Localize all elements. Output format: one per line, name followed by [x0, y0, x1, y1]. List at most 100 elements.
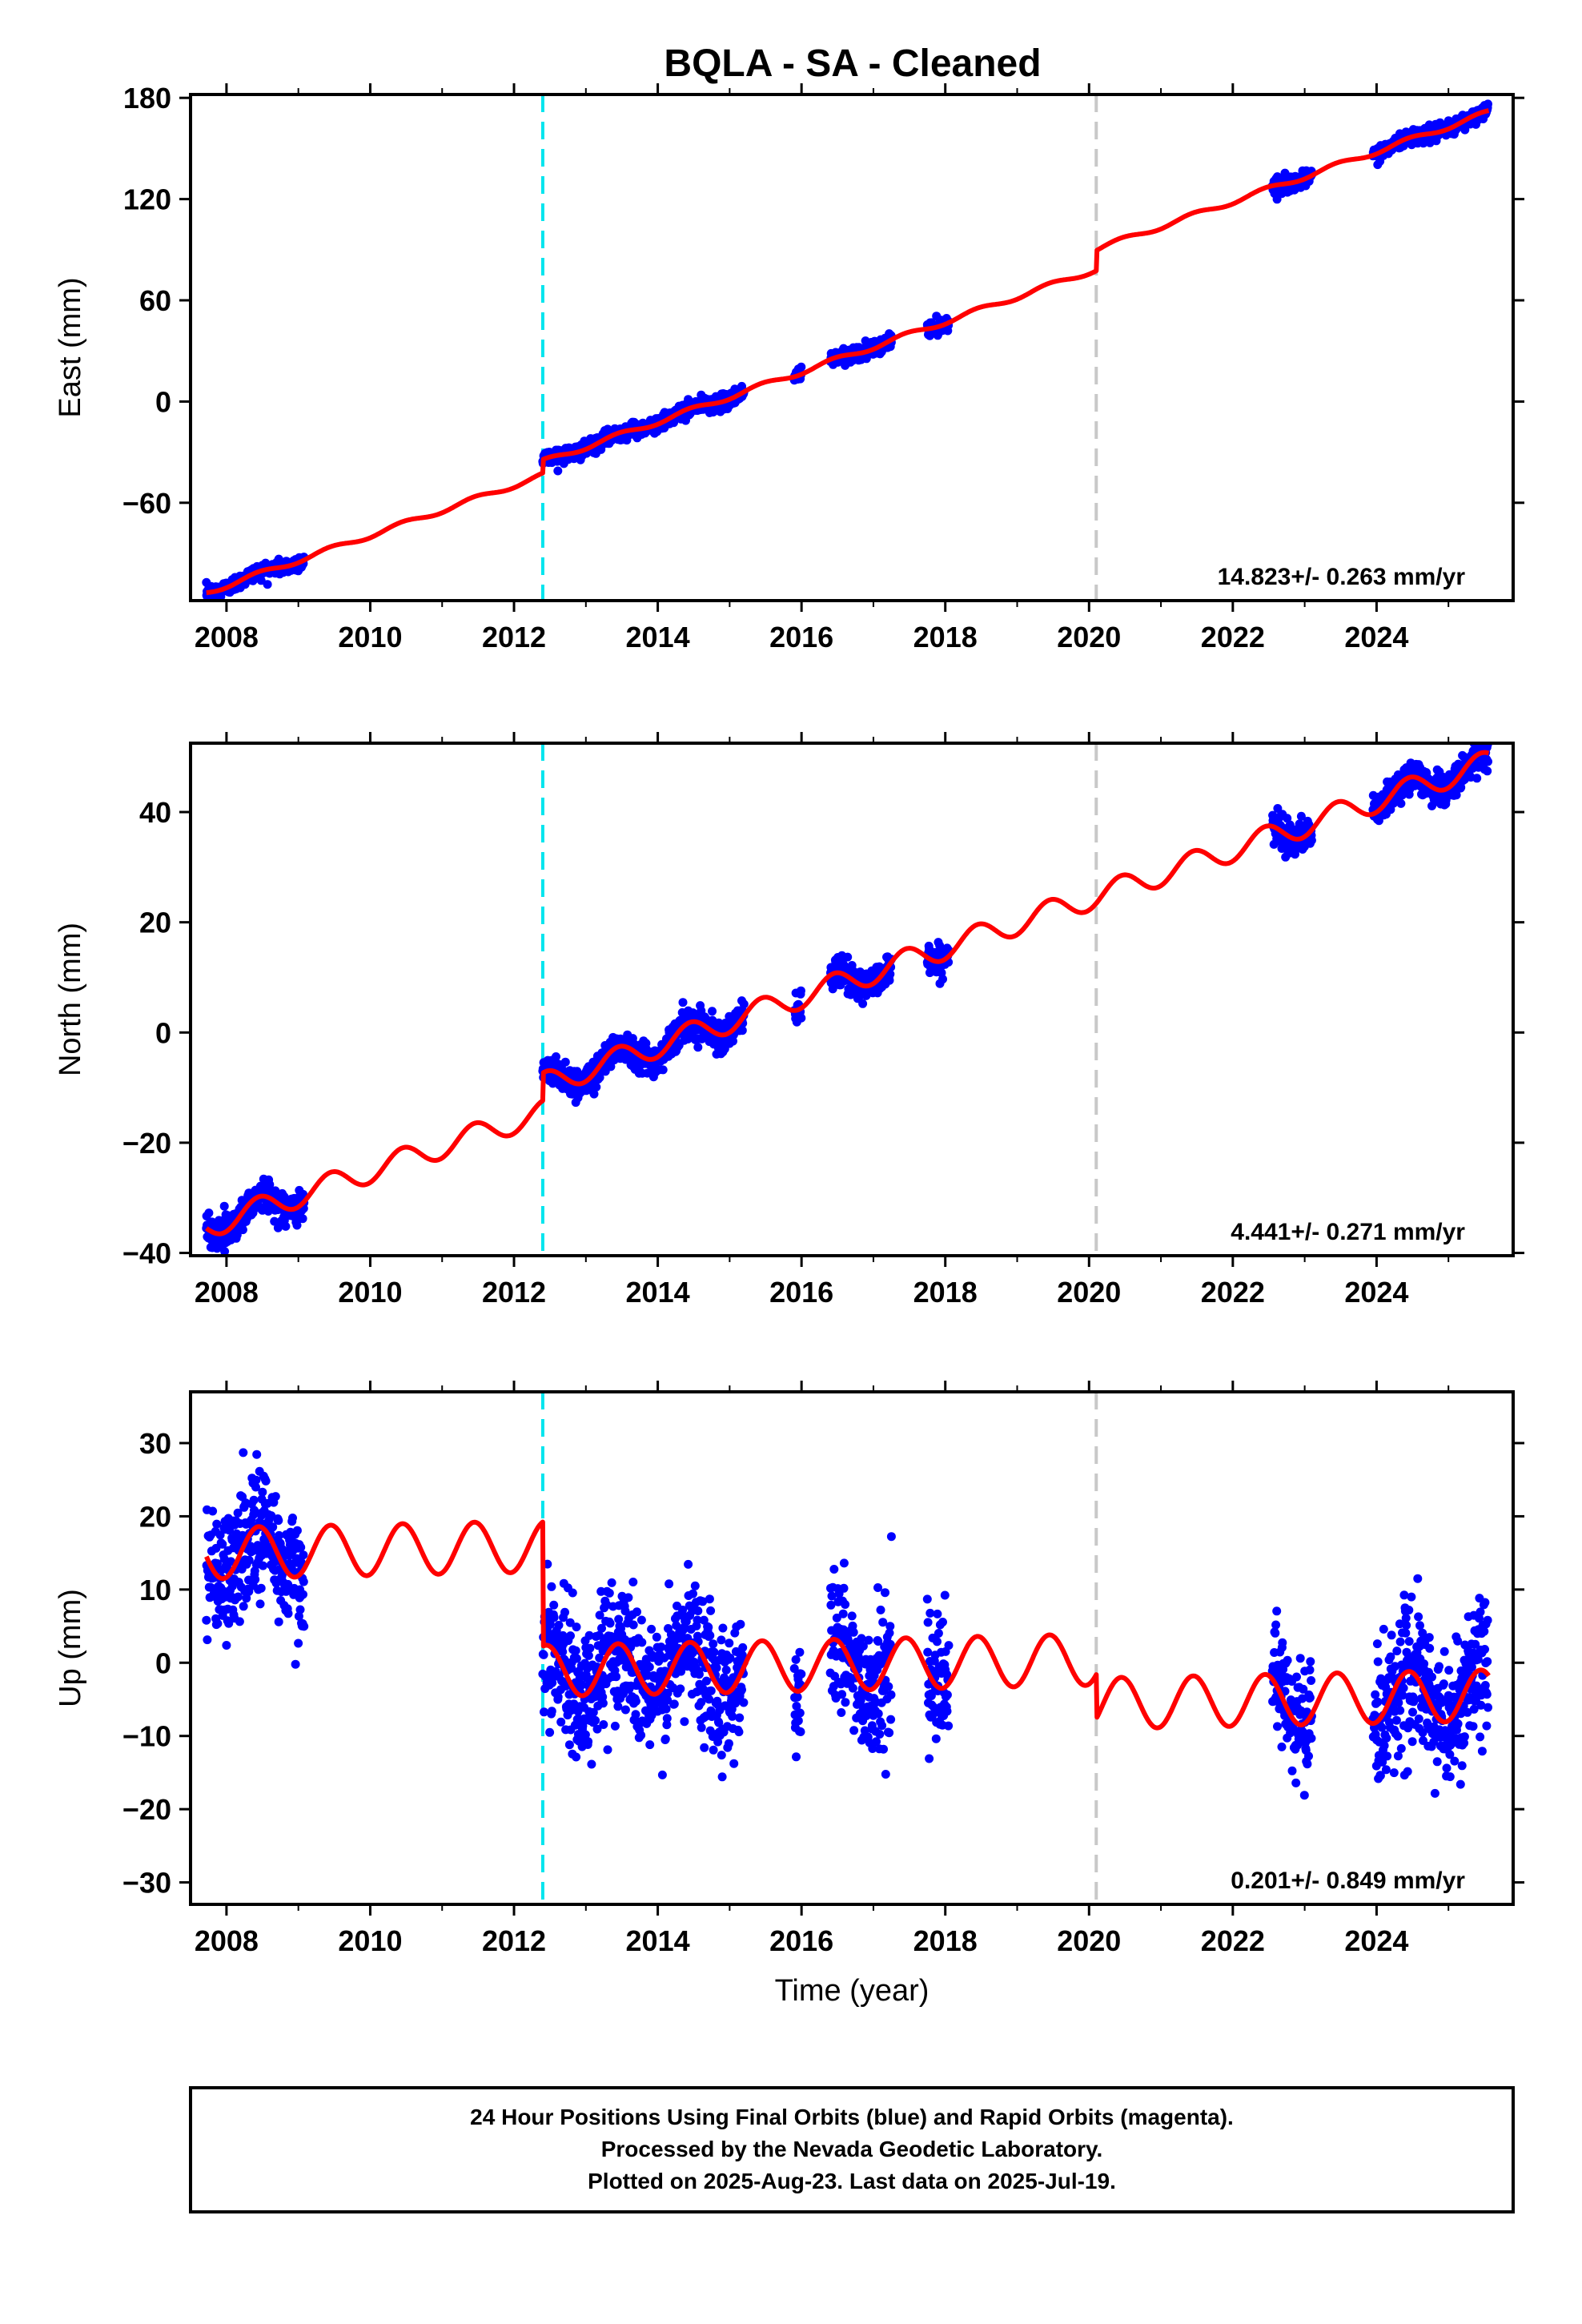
data-point	[700, 1743, 709, 1752]
data-point	[1480, 729, 1488, 738]
x-tick-label: 2024	[1344, 621, 1408, 653]
data-point	[1271, 1620, 1281, 1630]
y-tick-label: 60	[139, 284, 171, 317]
data-point	[610, 1721, 620, 1731]
data-point	[1306, 1657, 1315, 1667]
panels-group: 2008 2010 2012 2014 2016 2018 2020 2022 20241801…	[54, 82, 1524, 2008]
data-point	[858, 999, 868, 1008]
data-point	[255, 1599, 265, 1609]
data-point	[661, 1735, 670, 1743]
data-point	[592, 1082, 601, 1092]
data-point	[636, 1731, 646, 1740]
data-point	[938, 975, 947, 984]
data-point	[274, 1617, 283, 1626]
data-point	[1292, 1672, 1301, 1682]
data-point	[549, 1600, 559, 1610]
data-point	[299, 1590, 307, 1599]
data-point	[1484, 99, 1492, 109]
data-point	[295, 1605, 305, 1614]
data-point	[849, 1726, 859, 1735]
data-point	[624, 1593, 633, 1602]
data-point	[829, 1565, 839, 1574]
data-point	[1307, 1734, 1316, 1743]
data-point	[1396, 798, 1406, 808]
data-point	[705, 1630, 715, 1640]
data-point	[942, 1707, 952, 1716]
data-point	[873, 1709, 883, 1719]
data-point	[923, 1647, 933, 1657]
data-point	[933, 1609, 942, 1618]
data-point	[839, 1583, 849, 1593]
data-point	[658, 1065, 668, 1075]
y-tick-label: 40	[139, 796, 171, 829]
x-tick-label: 2020	[1057, 1276, 1121, 1309]
data-point	[252, 1449, 262, 1459]
data-point	[584, 1737, 593, 1747]
data-point	[795, 1647, 805, 1657]
data-point	[1307, 1676, 1316, 1685]
data-point	[213, 1618, 223, 1628]
data-point	[644, 1663, 654, 1672]
data-point	[613, 1702, 623, 1711]
data-point	[873, 1583, 882, 1592]
data-point	[838, 1609, 848, 1618]
data-point	[251, 1475, 261, 1485]
y-tick-label: 0	[155, 1016, 171, 1049]
data-points	[202, 729, 1492, 1256]
data-point	[558, 1647, 568, 1657]
data-point	[256, 576, 266, 585]
data-point	[1299, 1791, 1309, 1800]
data-point	[239, 1602, 248, 1611]
data-points	[202, 1448, 1492, 1800]
data-point	[841, 1600, 850, 1609]
data-point	[258, 1487, 267, 1497]
data-point	[584, 1651, 593, 1660]
data-point	[690, 1581, 700, 1590]
data-point	[736, 1619, 745, 1629]
data-point	[886, 1690, 896, 1699]
data-point	[202, 1615, 211, 1625]
data-point	[645, 1740, 655, 1750]
data-point	[560, 1607, 569, 1617]
data-point	[881, 1770, 890, 1779]
data-point	[662, 1714, 672, 1723]
data-point	[552, 1052, 560, 1061]
data-point	[944, 1641, 954, 1651]
data-point	[271, 1492, 280, 1502]
rate-label: 14.823+/- 0.263 mm/yr	[1218, 564, 1466, 590]
data-point	[564, 1740, 574, 1750]
data-point	[837, 1690, 847, 1699]
data-point	[734, 1727, 744, 1737]
data-point	[251, 1574, 260, 1584]
data-point	[886, 1532, 896, 1542]
data-point	[718, 1623, 728, 1633]
data-point	[725, 1638, 734, 1648]
x-tick-label: 2014	[626, 621, 690, 653]
panel-3: 2008 2010 2012 2014 2016 2018 2020 2022 20243020…	[54, 1381, 1524, 2008]
data-point	[701, 1676, 711, 1686]
data-point	[669, 1699, 679, 1709]
y-tick-label: 0	[155, 385, 171, 418]
data-point	[717, 1772, 727, 1782]
data-point	[604, 1588, 614, 1598]
data-point	[636, 1615, 646, 1625]
data-point	[881, 1588, 889, 1598]
x-tick-label: 2022	[1201, 621, 1265, 653]
data-point	[792, 1752, 801, 1762]
x-tick-label: 2016	[769, 621, 833, 653]
data-point	[299, 1622, 309, 1631]
data-point	[549, 1613, 559, 1622]
data-point	[875, 1730, 885, 1739]
data-point	[704, 1622, 713, 1632]
data-point	[797, 1013, 806, 1023]
data-point	[292, 1526, 302, 1535]
data-point	[294, 1638, 303, 1648]
data-point	[694, 1670, 704, 1679]
data-point	[879, 1744, 888, 1754]
data-point	[925, 1754, 934, 1763]
data-point	[708, 1007, 717, 1016]
data-point	[705, 1594, 714, 1604]
data-point	[706, 1686, 716, 1695]
data-point	[607, 1578, 616, 1587]
